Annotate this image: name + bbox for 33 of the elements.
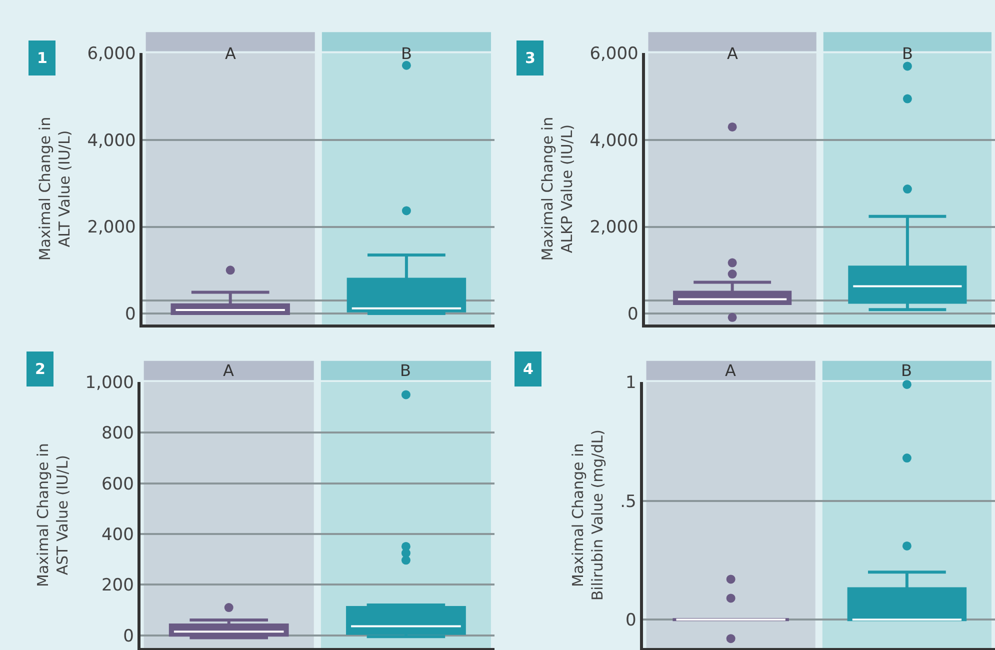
y-tick-label: 400 [101,525,134,546]
y-axis-title: Maximal Change in ALT Value (IU/L) [36,116,74,261]
y-tick-label: 1 [626,373,636,394]
y-tick-label: 800 [101,424,134,444]
y-tick-label: 0 [123,626,134,646]
text: 1 [37,49,48,67]
y-tick-label: 0 [626,610,636,631]
x-tick-label: B [400,361,411,380]
y-tick-label: 2,000 [590,218,638,238]
x-tick-label: A [725,361,736,380]
text: 3 [525,49,536,67]
y-tick-label: 0 [125,304,136,324]
y-tick-label: 4,000 [590,130,638,151]
x-tick-label: B [902,44,913,63]
x-tick-label: B [401,44,412,63]
y-tick-label: 0 [628,304,638,324]
x-tick-label: A [727,44,738,63]
x-tick-label: A [225,44,236,63]
y-axis-title: Maximal Change in ALKP Value (IU/L) [538,116,576,261]
y-tick-label: 4,000 [87,130,136,151]
y-tick-label: 1,000 [85,373,134,394]
y-tick-label: .5 [620,492,636,512]
y-axis-title: Maximal Change in AST Value (IU/L) [34,443,72,587]
text: 4 [523,360,534,378]
y-tick-label: 600 [101,474,134,494]
y-tick-label: 6,000 [87,44,136,64]
text: 2 [35,360,46,378]
x-tick-label: A [223,361,234,380]
y-tick-label: 2,000 [87,218,136,238]
x-tick-label: B [901,361,912,380]
y-tick-label: 6,000 [590,44,638,64]
y-tick-label: 200 [101,576,134,596]
y-axis-title: Maximal Change in Bilirubin Value (mg/dL) [568,429,606,601]
